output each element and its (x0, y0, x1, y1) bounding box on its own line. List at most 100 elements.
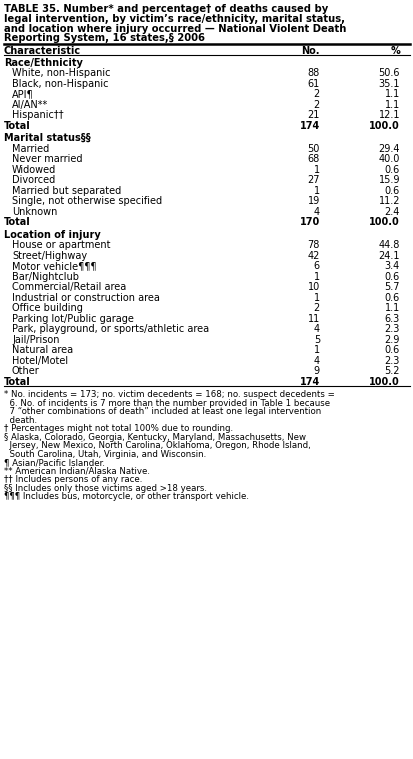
Text: 6.3: 6.3 (384, 313, 399, 323)
Text: ¶¶¶ Includes bus, motorcycle, or other transport vehicle.: ¶¶¶ Includes bus, motorcycle, or other t… (4, 492, 248, 501)
Text: 2: 2 (313, 99, 319, 110)
Text: 1.1: 1.1 (384, 303, 399, 313)
Text: 78: 78 (307, 240, 319, 250)
Text: Divorced: Divorced (12, 175, 55, 185)
Text: Commercial/Retail area: Commercial/Retail area (12, 282, 126, 292)
Text: 170: 170 (299, 217, 319, 227)
Text: 88: 88 (307, 68, 319, 78)
Text: † Percentages might not total 100% due to rounding.: † Percentages might not total 100% due t… (4, 424, 233, 433)
Text: 100.0: 100.0 (368, 376, 399, 386)
Text: 21: 21 (307, 110, 319, 120)
Text: 61: 61 (307, 79, 319, 89)
Text: Never married: Never married (12, 154, 82, 164)
Text: legal intervention, by victim’s race/ethnicity, marital status,: legal intervention, by victim’s race/eth… (4, 14, 344, 24)
Text: Total: Total (4, 376, 31, 386)
Text: 2: 2 (313, 90, 319, 99)
Text: 42: 42 (307, 250, 319, 260)
Text: Street/Highway: Street/Highway (12, 250, 87, 260)
Text: 27: 27 (307, 175, 319, 185)
Text: %: % (389, 46, 399, 55)
Text: 2.9: 2.9 (384, 335, 399, 345)
Text: 0.6: 0.6 (384, 293, 399, 303)
Text: Total: Total (4, 121, 31, 131)
Text: 50.6: 50.6 (377, 68, 399, 78)
Text: 0.6: 0.6 (384, 186, 399, 196)
Text: 2.3: 2.3 (384, 324, 399, 334)
Text: Single, not otherwise specified: Single, not otherwise specified (12, 196, 162, 206)
Text: 100.0: 100.0 (368, 217, 399, 227)
Text: 68: 68 (307, 154, 319, 164)
Text: Jersey, New Mexico, North Carolina, Oklahoma, Oregon, Rhode Island,: Jersey, New Mexico, North Carolina, Okla… (4, 441, 310, 450)
Text: 0.6: 0.6 (384, 272, 399, 282)
Text: 40.0: 40.0 (378, 154, 399, 164)
Text: Race/Ethnicity: Race/Ethnicity (4, 58, 83, 68)
Text: Hotel/Motel: Hotel/Motel (12, 356, 68, 366)
Text: 5.2: 5.2 (384, 366, 399, 376)
Text: ** American Indian/Alaska Native.: ** American Indian/Alaska Native. (4, 467, 150, 476)
Text: 4: 4 (313, 356, 319, 366)
Text: 12.1: 12.1 (377, 110, 399, 120)
Text: Total: Total (4, 217, 31, 227)
Text: 1.1: 1.1 (384, 99, 399, 110)
Text: 2.4: 2.4 (384, 206, 399, 217)
Text: 44.8: 44.8 (378, 240, 399, 250)
Text: §§ Includes only those victims aged >18 years.: §§ Includes only those victims aged >18 … (4, 483, 206, 493)
Text: Widowed: Widowed (12, 165, 56, 175)
Text: 1: 1 (313, 186, 319, 196)
Text: 6: 6 (313, 261, 319, 271)
Text: AI/AN**: AI/AN** (12, 99, 48, 110)
Text: TABLE 35. Number* and percentage† of deaths caused by: TABLE 35. Number* and percentage† of dea… (4, 4, 328, 14)
Text: 50: 50 (307, 143, 319, 154)
Text: Jail/Prison: Jail/Prison (12, 335, 59, 345)
Text: Industrial or construction area: Industrial or construction area (12, 293, 159, 303)
Text: * No. incidents = 173; no. victim decedents = 168; no. suspect decedents =: * No. incidents = 173; no. victim decede… (4, 390, 334, 399)
Text: ¶ Asian/Pacific Islander.: ¶ Asian/Pacific Islander. (4, 458, 105, 468)
Text: Unknown: Unknown (12, 206, 57, 217)
Text: 11.2: 11.2 (377, 196, 399, 206)
Text: Park, playground, or sports/athletic area: Park, playground, or sports/athletic are… (12, 324, 209, 334)
Text: Office building: Office building (12, 303, 83, 313)
Text: 2: 2 (313, 303, 319, 313)
Text: API¶: API¶ (12, 90, 33, 99)
Text: 24.1: 24.1 (377, 250, 399, 260)
Text: 1: 1 (313, 293, 319, 303)
Text: and location where injury occurred — National Violent Death: and location where injury occurred — Nat… (4, 24, 346, 33)
Text: No.: No. (301, 46, 319, 55)
Text: 5.7: 5.7 (384, 282, 399, 292)
Text: death.: death. (4, 416, 37, 425)
Text: 1: 1 (313, 165, 319, 175)
Text: 174: 174 (299, 376, 319, 386)
Text: § Alaska, Colorado, Georgia, Kentucky, Maryland, Massachusetts, New: § Alaska, Colorado, Georgia, Kentucky, M… (4, 433, 305, 442)
Text: 2.3: 2.3 (384, 356, 399, 366)
Text: Motor vehicle¶¶¶: Motor vehicle¶¶¶ (12, 261, 96, 271)
Text: 0.6: 0.6 (384, 345, 399, 355)
Text: Other: Other (12, 366, 40, 376)
Text: Marital status§§: Marital status§§ (4, 133, 90, 143)
Text: Parking lot/Public garage: Parking lot/Public garage (12, 313, 133, 323)
Text: 4: 4 (313, 206, 319, 217)
Text: 100.0: 100.0 (368, 121, 399, 131)
Text: 9: 9 (313, 366, 319, 376)
Text: Characteristic: Characteristic (4, 46, 81, 55)
Text: Married: Married (12, 143, 49, 154)
Text: Black, non-Hispanic: Black, non-Hispanic (12, 79, 108, 89)
Text: 7 “other combinations of death” included at least one legal intervention: 7 “other combinations of death” included… (4, 407, 320, 416)
Text: 3.4: 3.4 (384, 261, 399, 271)
Text: 0.6: 0.6 (384, 165, 399, 175)
Text: 29.4: 29.4 (377, 143, 399, 154)
Text: Hispanic††: Hispanic†† (12, 110, 64, 120)
Text: 19: 19 (307, 196, 319, 206)
Text: South Carolina, Utah, Virginia, and Wisconsin.: South Carolina, Utah, Virginia, and Wisc… (4, 449, 206, 458)
Text: 1.1: 1.1 (384, 90, 399, 99)
Text: 35.1: 35.1 (377, 79, 399, 89)
Text: 11: 11 (307, 313, 319, 323)
Text: †† Includes persons of any race.: †† Includes persons of any race. (4, 475, 142, 484)
Text: Natural area: Natural area (12, 345, 73, 355)
Text: House or apartment: House or apartment (12, 240, 110, 250)
Text: 15.9: 15.9 (377, 175, 399, 185)
Text: 10: 10 (307, 282, 319, 292)
Text: 6. No. of incidents is 7 more than the number provided in Table 1 because: 6. No. of incidents is 7 more than the n… (4, 398, 329, 408)
Text: Married but separated: Married but separated (12, 186, 121, 196)
Text: Reporting System, 16 states,§ 2006: Reporting System, 16 states,§ 2006 (4, 33, 204, 43)
Text: 1: 1 (313, 345, 319, 355)
